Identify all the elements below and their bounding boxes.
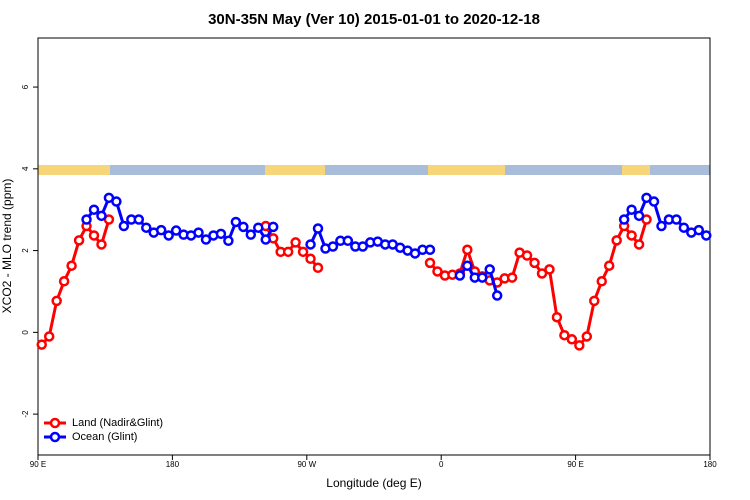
data-point (118, 220, 130, 232)
data-point (133, 214, 145, 225)
data-point (596, 276, 607, 287)
data-point (73, 235, 85, 246)
legend-marker (49, 417, 61, 429)
data-point (260, 234, 271, 245)
data-point (678, 222, 690, 233)
data-point (305, 253, 316, 265)
data-point (43, 331, 55, 342)
data-point (58, 276, 70, 287)
data-point (163, 230, 174, 241)
plot-frame (37, 37, 711, 456)
data-point (521, 250, 533, 261)
data-point (618, 214, 630, 225)
data-point (312, 262, 324, 274)
data-point (693, 224, 705, 236)
data-point (111, 196, 122, 207)
surface-mask (38, 165, 710, 175)
data-point (424, 257, 436, 269)
data-point (141, 222, 152, 233)
land-band (622, 165, 650, 175)
data-point (238, 221, 249, 233)
ocean-band (38, 165, 710, 175)
data-point (96, 239, 107, 250)
y-tick-label: 4 (21, 166, 30, 171)
data-point (626, 230, 637, 241)
x-tick-label: 180 (166, 460, 180, 469)
data-point (611, 235, 622, 246)
x-tick-label: 90 E (567, 460, 583, 469)
data-point (484, 264, 495, 275)
data-point (589, 295, 600, 307)
data-point (215, 228, 227, 240)
legend-label: Land (Nadir&Glint) (72, 417, 163, 429)
data-point (603, 260, 615, 271)
data-point (626, 204, 637, 215)
land-band (428, 165, 505, 175)
data-point (305, 239, 316, 250)
x-tick-label: 90 E (30, 460, 46, 469)
data-point (648, 196, 660, 207)
data-point (357, 241, 369, 252)
x-tick-label: 180 (703, 460, 717, 469)
data-point (297, 246, 309, 258)
chart-title: 30N-35N May (Ver 10) 2015-01-01 to 2020-… (208, 11, 540, 28)
data-point (66, 260, 77, 271)
y-tick-label: -2 (21, 410, 30, 418)
x-tick-label: 90 W (297, 460, 316, 469)
data-point (529, 257, 540, 269)
data-point (462, 260, 473, 271)
data-point (223, 235, 234, 247)
data-point (193, 227, 204, 238)
data-point (290, 237, 301, 248)
y-axis-label: XCO2 - MLO trend (ppm) (0, 179, 14, 314)
data-point (51, 295, 62, 307)
y-tick-label: 6 (21, 84, 30, 89)
data-point (477, 272, 488, 283)
data-point (506, 272, 518, 283)
data-point (581, 331, 593, 342)
data-point (200, 234, 212, 245)
data-point (559, 329, 570, 341)
data-point (701, 230, 712, 241)
data-point (574, 340, 585, 351)
data-point (312, 223, 324, 234)
y-tick-label: 0 (21, 330, 30, 335)
legend-label: Ocean (Glint) (72, 431, 137, 443)
data-point (81, 214, 92, 225)
data-point (633, 239, 645, 250)
data-point (267, 221, 279, 233)
data-point (342, 235, 354, 247)
data-point (170, 225, 182, 236)
data-point (566, 334, 578, 345)
data-point (544, 264, 555, 275)
data-point (462, 244, 473, 256)
data-point (491, 290, 503, 301)
data-point (96, 210, 107, 222)
data-point (36, 339, 47, 350)
data-point (88, 230, 100, 241)
data-point (551, 311, 563, 323)
y-tick-label: 2 (21, 248, 30, 253)
data-point (536, 268, 548, 279)
data-point (656, 220, 667, 232)
x-axis-label: Longitude (deg E) (326, 476, 421, 490)
data-point (155, 224, 167, 236)
land-band (38, 165, 110, 175)
data-point (454, 270, 466, 281)
data-point (424, 244, 436, 256)
data-point (282, 246, 294, 258)
data-point (245, 229, 257, 240)
data-point (633, 210, 645, 222)
data-point (230, 216, 242, 228)
legend-marker (49, 431, 61, 443)
data-point (432, 266, 443, 277)
data-point (327, 241, 339, 252)
x-tick-label: 0 (439, 460, 444, 469)
land-band (265, 165, 325, 175)
data-point (253, 222, 264, 233)
data-point (671, 214, 682, 225)
data-point (88, 204, 100, 215)
